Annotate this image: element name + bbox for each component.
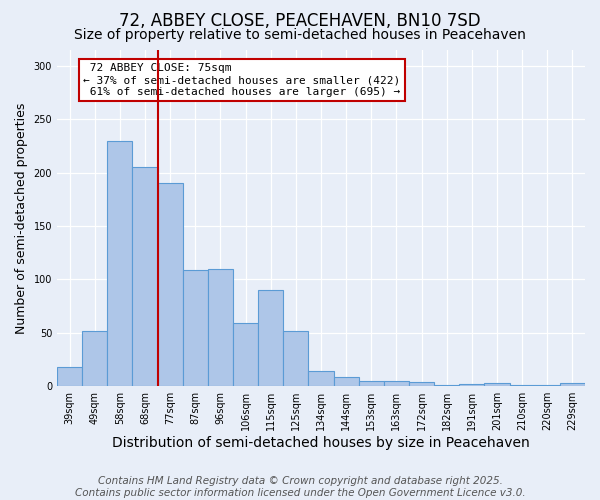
Bar: [509, 385, 535, 386]
Bar: [434, 385, 459, 386]
Bar: [535, 385, 560, 386]
Text: 72 ABBEY CLOSE: 75sqm
← 37% of semi-detached houses are smaller (422)
 61% of se: 72 ABBEY CLOSE: 75sqm ← 37% of semi-deta…: [83, 64, 401, 96]
Bar: [183, 270, 208, 386]
Bar: [133, 168, 158, 386]
Bar: [384, 381, 409, 386]
Bar: [409, 382, 434, 386]
Bar: [484, 383, 509, 386]
Bar: [359, 381, 384, 386]
X-axis label: Distribution of semi-detached houses by size in Peacehaven: Distribution of semi-detached houses by …: [112, 436, 530, 450]
Text: 72, ABBEY CLOSE, PEACEHAVEN, BN10 7SD: 72, ABBEY CLOSE, PEACEHAVEN, BN10 7SD: [119, 12, 481, 30]
Bar: [560, 383, 585, 386]
Bar: [107, 140, 133, 386]
Text: Size of property relative to semi-detached houses in Peacehaven: Size of property relative to semi-detach…: [74, 28, 526, 42]
Bar: [459, 384, 484, 386]
Bar: [82, 330, 107, 386]
Bar: [258, 290, 283, 386]
Bar: [57, 367, 82, 386]
Bar: [308, 372, 334, 386]
Text: Contains HM Land Registry data © Crown copyright and database right 2025.
Contai: Contains HM Land Registry data © Crown c…: [74, 476, 526, 498]
Bar: [233, 323, 258, 386]
Bar: [158, 184, 183, 386]
Bar: [334, 376, 359, 386]
Bar: [283, 330, 308, 386]
Y-axis label: Number of semi-detached properties: Number of semi-detached properties: [15, 102, 28, 334]
Bar: [208, 269, 233, 386]
